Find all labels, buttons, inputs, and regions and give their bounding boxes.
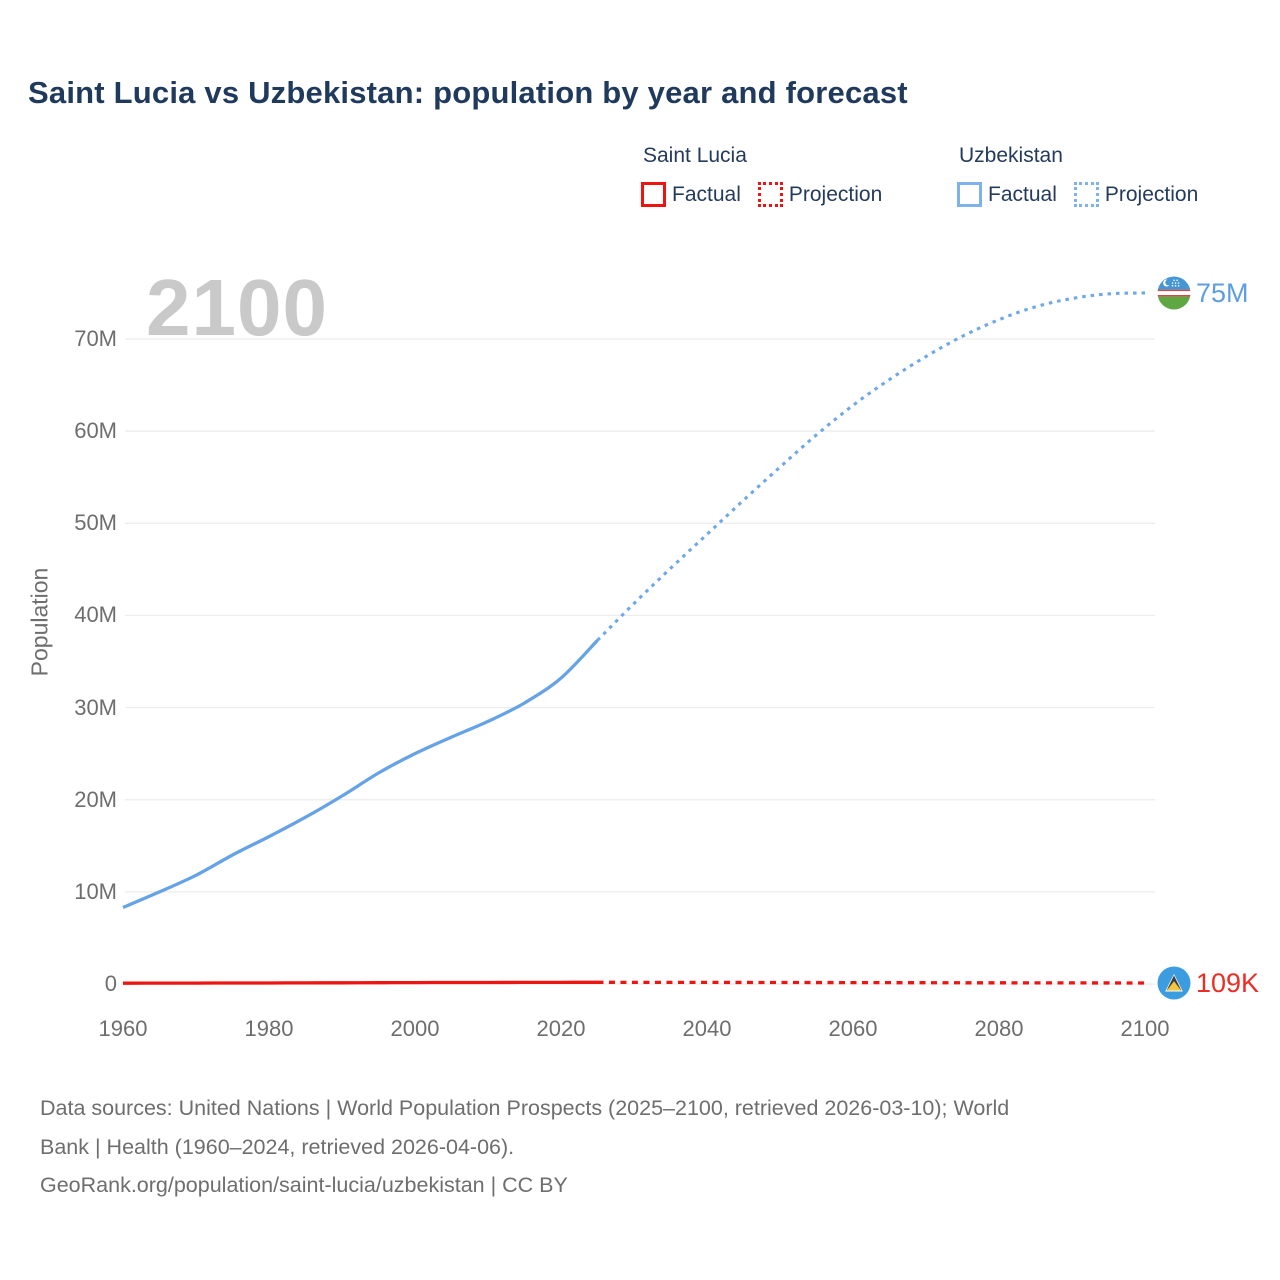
series-line-uzbekistan-factual- bbox=[122, 639, 599, 910]
data-sources-note: Data sources: United Nations | World Pop… bbox=[40, 1089, 1009, 1205]
legend-group-saint-lucia: Saint Lucia Factual Projection bbox=[641, 144, 882, 207]
x-tick-label: 2060 bbox=[828, 1016, 878, 1041]
legend-item-label: Factual bbox=[988, 183, 1057, 206]
saint-lucia-end-value: 109K bbox=[1196, 967, 1260, 998]
legend-item-label: Projection bbox=[1104, 183, 1199, 206]
uzbekistan-flag-icon bbox=[1157, 276, 1191, 310]
series-line-saint-lucia-projection- bbox=[597, 980, 1146, 985]
series-line-uzbekistan-projection- bbox=[596, 291, 1146, 642]
legend-group-uzbekistan: Uzbekistan Factual Projection bbox=[957, 144, 1198, 207]
legend-swatch-dotted-icon bbox=[1073, 182, 1099, 207]
x-tick-label: 2020 bbox=[536, 1016, 586, 1041]
x-tick-label: 1980 bbox=[244, 1016, 294, 1041]
legend-row: Factual Projection bbox=[957, 182, 1198, 207]
x-tick-label: 2080 bbox=[974, 1016, 1024, 1041]
y-tick-label: 20M bbox=[74, 786, 117, 812]
y-tick-label: 60M bbox=[74, 418, 117, 444]
y-tick-label: 70M bbox=[74, 326, 117, 351]
y-tick-label: 10M bbox=[74, 878, 117, 904]
attribution-line: GeoRank.org/population/saint-lucia/uzbek… bbox=[40, 1173, 568, 1197]
legend-item-label: Projection bbox=[788, 183, 883, 206]
y-tick-label: 0 bbox=[104, 971, 117, 996]
y-tick-label: 30M bbox=[74, 694, 117, 720]
legend-item-factual: Factual bbox=[957, 182, 1057, 207]
x-tick-label: 1960 bbox=[98, 1016, 148, 1041]
legend-item-factual: Factual bbox=[641, 182, 741, 207]
legend-item-label: Factual bbox=[672, 183, 741, 206]
watermark-year: 2100 bbox=[146, 263, 328, 352]
legend-swatch-solid-icon bbox=[641, 182, 666, 207]
page-title: Saint Lucia vs Uzbekistan: population by… bbox=[28, 75, 908, 110]
legend-swatch-dotted-icon bbox=[757, 182, 783, 207]
legend-header-saint-lucia: Saint Lucia bbox=[643, 144, 747, 167]
x-tick-label: 2100 bbox=[1120, 1016, 1170, 1041]
uzbekistan-end-value: 75M bbox=[1196, 277, 1249, 308]
x-tick-label: 2040 bbox=[682, 1016, 732, 1041]
legend-row: Factual Projection bbox=[641, 182, 882, 207]
y-tick-label: 50M bbox=[74, 510, 117, 536]
legend-item-projection: Projection bbox=[1073, 182, 1199, 207]
legend-item-projection: Projection bbox=[757, 182, 883, 207]
x-tick-label: 2000 bbox=[390, 1016, 440, 1041]
data-sources-line: Data sources: United Nations | World Pop… bbox=[40, 1096, 1010, 1120]
series-line-saint-lucia-factual- bbox=[122, 980, 598, 985]
y-tick-label: 40M bbox=[74, 602, 117, 628]
saint-lucia-flag-icon bbox=[1157, 966, 1191, 1000]
legend-swatch-solid-icon bbox=[957, 182, 982, 207]
data-sources-line: Bank | Health (1960–2024, retrieved 2026… bbox=[40, 1134, 515, 1159]
legend-header-uzbekistan: Uzbekistan bbox=[959, 144, 1063, 167]
